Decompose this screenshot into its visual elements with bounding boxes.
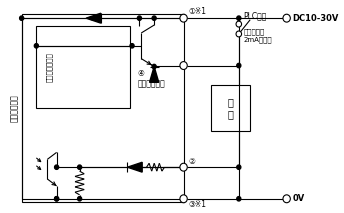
Circle shape — [55, 197, 58, 201]
Circle shape — [180, 14, 187, 22]
Circle shape — [152, 16, 156, 20]
Circle shape — [283, 14, 290, 22]
Circle shape — [34, 44, 39, 48]
Text: ①※1: ①※1 — [188, 7, 206, 16]
Text: ②: ② — [188, 157, 195, 166]
Text: センサ主回路: センサ主回路 — [10, 94, 19, 122]
Polygon shape — [86, 13, 101, 23]
Circle shape — [55, 165, 58, 169]
Circle shape — [20, 16, 24, 20]
Circle shape — [180, 62, 187, 69]
Circle shape — [130, 44, 134, 48]
Circle shape — [152, 64, 156, 69]
Circle shape — [180, 195, 187, 203]
Text: DC10-30V: DC10-30V — [292, 14, 338, 23]
Circle shape — [237, 197, 241, 201]
Bar — [36, 26, 130, 108]
Circle shape — [78, 165, 82, 169]
Text: ③※1: ③※1 — [188, 200, 206, 209]
Circle shape — [236, 31, 241, 37]
Text: 2mA以下）: 2mA以下） — [244, 37, 272, 43]
Text: 過電流保護回路: 過電流保護回路 — [46, 52, 53, 82]
Circle shape — [182, 63, 186, 68]
Circle shape — [55, 197, 58, 201]
Text: 負
荷: 負 荷 — [228, 97, 234, 119]
Text: ④
（制御出力）: ④ （制御出力） — [138, 69, 165, 88]
Circle shape — [180, 163, 187, 171]
Circle shape — [237, 165, 241, 169]
Circle shape — [283, 195, 290, 203]
Circle shape — [237, 63, 241, 68]
Text: （短絡電流: （短絡電流 — [244, 29, 265, 35]
Bar — [22, 14, 184, 202]
Polygon shape — [150, 66, 159, 82]
Circle shape — [78, 197, 82, 201]
Text: 0V: 0V — [292, 194, 304, 203]
Polygon shape — [128, 162, 142, 172]
Text: PLCなど: PLCなど — [244, 11, 267, 20]
Circle shape — [137, 16, 141, 20]
Circle shape — [237, 16, 241, 20]
Circle shape — [236, 21, 241, 27]
Bar — [211, 85, 250, 131]
